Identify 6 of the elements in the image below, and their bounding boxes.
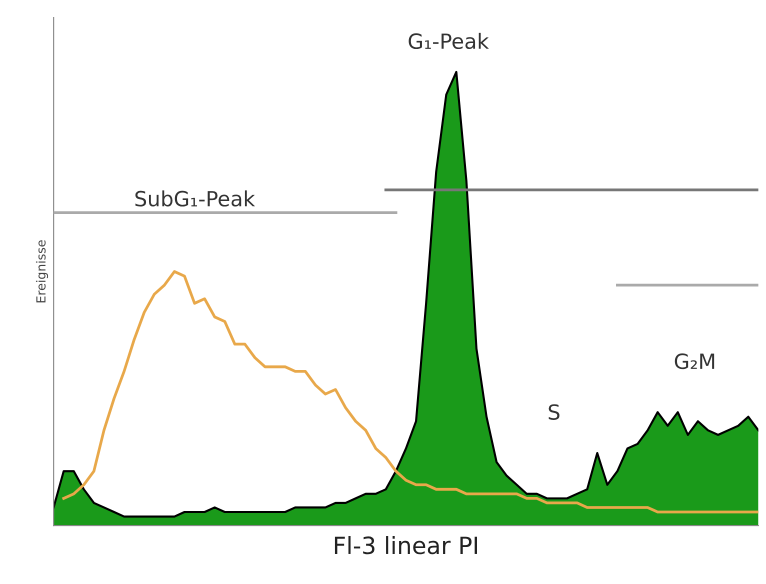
annotation: G₂M (674, 353, 714, 370)
y-axis-title: Ereignisse (36, 240, 48, 302)
annotation: S (548, 404, 560, 420)
text: G₁-Peak (408, 32, 489, 50)
x-axis-title: Fl-3 linear PI (334, 536, 478, 554)
annotation: SubG₁-Peak (135, 190, 256, 207)
